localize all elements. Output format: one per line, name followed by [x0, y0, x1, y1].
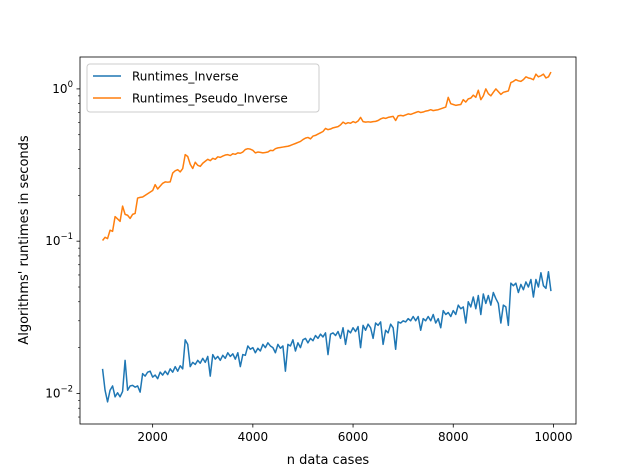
x-tick-label: 10000: [534, 430, 572, 444]
x-axis: 2000 4000 6000 8000 10000: [137, 424, 573, 444]
legend: Runtimes_Inverse Runtimes_Pseudo_Inverse: [86, 63, 320, 113]
legend-label-runtimes-inverse: Runtimes_Inverse: [132, 70, 239, 84]
x-tick-label: 6000: [338, 430, 369, 444]
series-line-runtimes-pseudo-inverse: [101, 71, 552, 241]
legend-label-runtimes-pseudo-inverse: Runtimes_Pseudo_Inverse: [132, 92, 288, 106]
x-tick-label: 4000: [238, 430, 269, 444]
y-tick-label: 10−1: [45, 232, 73, 248]
x-tick-label: 8000: [438, 430, 469, 444]
x-tick-label: 2000: [137, 430, 168, 444]
y-axis: 10−2 10−1 100: [45, 80, 80, 418]
y-tick-label: 10−2: [45, 384, 73, 400]
axes-frame: [79, 56, 577, 425]
legend-box: [86, 63, 320, 113]
series-line-runtimes-inverse: [101, 270, 552, 403]
series-layer: [101, 71, 552, 403]
x-axis-label: n data cases: [287, 453, 370, 468]
y-axis-label: Algorithms' runtimes in seconds: [17, 135, 32, 345]
y-tick-label: 100: [52, 80, 73, 96]
